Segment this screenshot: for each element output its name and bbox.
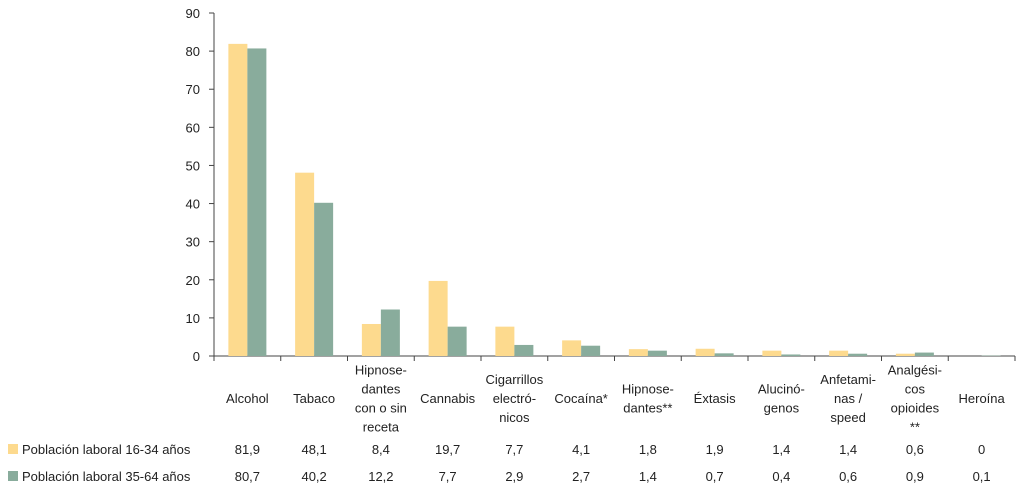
category-label: Hipnose-dantes** bbox=[622, 382, 674, 416]
category-label: Alcohol bbox=[226, 391, 269, 406]
category-labels: Alcohol Tabaco Hipnose-dantes con o sin rece… bbox=[226, 363, 1005, 435]
bar-series-1 bbox=[695, 348, 715, 356]
table-value: 1,4 bbox=[839, 442, 857, 457]
bar-series-2 bbox=[647, 350, 667, 356]
bar-series-2 bbox=[514, 344, 534, 356]
legend-label: Población laboral 35-64 años bbox=[22, 469, 191, 484]
y-tick-label: 30 bbox=[186, 235, 200, 250]
y-tick-label: 20 bbox=[186, 273, 200, 288]
bar-series-1 bbox=[361, 323, 381, 356]
legend-swatch bbox=[8, 471, 18, 481]
bar-series-2 bbox=[848, 353, 868, 356]
y-tick-label: 70 bbox=[186, 82, 200, 97]
category-label: Cigarrillos electró-nicos bbox=[485, 372, 543, 425]
table-value: 0,9 bbox=[906, 469, 924, 484]
table-value: 12,2 bbox=[368, 469, 393, 484]
bars bbox=[228, 43, 1001, 357]
table-value: 48,1 bbox=[301, 442, 326, 457]
y-tick-label: 50 bbox=[186, 158, 200, 173]
table-value: 7,7 bbox=[439, 469, 457, 484]
category-label: Éxtasis bbox=[694, 391, 736, 406]
table-value: 80,7 bbox=[235, 469, 260, 484]
table-value: 2,9 bbox=[505, 469, 523, 484]
table-value: 81,9 bbox=[235, 442, 260, 457]
bar-series-2 bbox=[247, 48, 267, 357]
y-axis: 0 10 20 30 40 50 60 70 80 90 bbox=[186, 6, 1016, 364]
table-value: 0 bbox=[978, 442, 985, 457]
y-tick-label: 40 bbox=[186, 197, 200, 212]
table-value: 2,7 bbox=[572, 469, 590, 484]
bar-series-1 bbox=[228, 43, 248, 357]
bar-series-1 bbox=[562, 340, 582, 356]
bar-series-2 bbox=[914, 352, 934, 356]
table-value: 0,7 bbox=[706, 469, 724, 484]
bar-series-2 bbox=[714, 353, 734, 356]
bar-series-2 bbox=[447, 326, 467, 356]
bar-series-1 bbox=[895, 353, 915, 356]
category-label: Cannabis bbox=[420, 391, 475, 406]
category-label: Tabaco bbox=[293, 391, 335, 406]
table-value: 7,7 bbox=[505, 442, 523, 457]
legend-label: Población laboral 16-34 años bbox=[22, 442, 191, 457]
table-value: 19,7 bbox=[435, 442, 460, 457]
bar-series-2 bbox=[781, 354, 801, 356]
category-label: Anfetami-nas / speed bbox=[820, 372, 876, 425]
table-value: 0,1 bbox=[973, 469, 991, 484]
bar-series-1 bbox=[428, 280, 448, 356]
y-tick-label: 90 bbox=[186, 6, 200, 21]
category-label: Heroína bbox=[959, 391, 1006, 406]
category-label: Analgési-cos opioides ** bbox=[888, 363, 942, 435]
y-tick-label: 60 bbox=[186, 120, 200, 135]
table-value: 4,1 bbox=[572, 442, 590, 457]
table-value: 0,6 bbox=[839, 469, 857, 484]
table-value: 1,9 bbox=[706, 442, 724, 457]
table-value: 0,4 bbox=[772, 469, 790, 484]
category-label: Cocaína* bbox=[554, 391, 607, 406]
table-value: 8,4 bbox=[372, 442, 390, 457]
bar-series-1 bbox=[295, 172, 315, 356]
table-value: 1,4 bbox=[772, 442, 790, 457]
bar-series-2 bbox=[581, 345, 601, 356]
table-value: 1,4 bbox=[639, 469, 657, 484]
bar-series-2 bbox=[314, 202, 334, 356]
bar-series-2 bbox=[380, 309, 400, 356]
table-value: 0,6 bbox=[906, 442, 924, 457]
bar-series-1 bbox=[495, 326, 515, 356]
bar-series-1 bbox=[762, 350, 782, 356]
bar-series-1 bbox=[829, 350, 849, 356]
y-tick-label: 10 bbox=[186, 311, 200, 326]
data-table: Población laboral 16-34 años 81,9 48,1 8,4 1… bbox=[8, 442, 991, 484]
bar-series-1 bbox=[628, 349, 648, 356]
y-tick-label: 0 bbox=[193, 349, 200, 364]
category-label: Hipnose-dantes con o sin receta bbox=[355, 363, 407, 435]
legend-swatch bbox=[8, 444, 18, 454]
y-tick-label: 80 bbox=[186, 44, 200, 59]
table-value: 1,8 bbox=[639, 442, 657, 457]
table-value: 40,2 bbox=[301, 469, 326, 484]
category-label: Alucinó-genos bbox=[758, 382, 805, 416]
